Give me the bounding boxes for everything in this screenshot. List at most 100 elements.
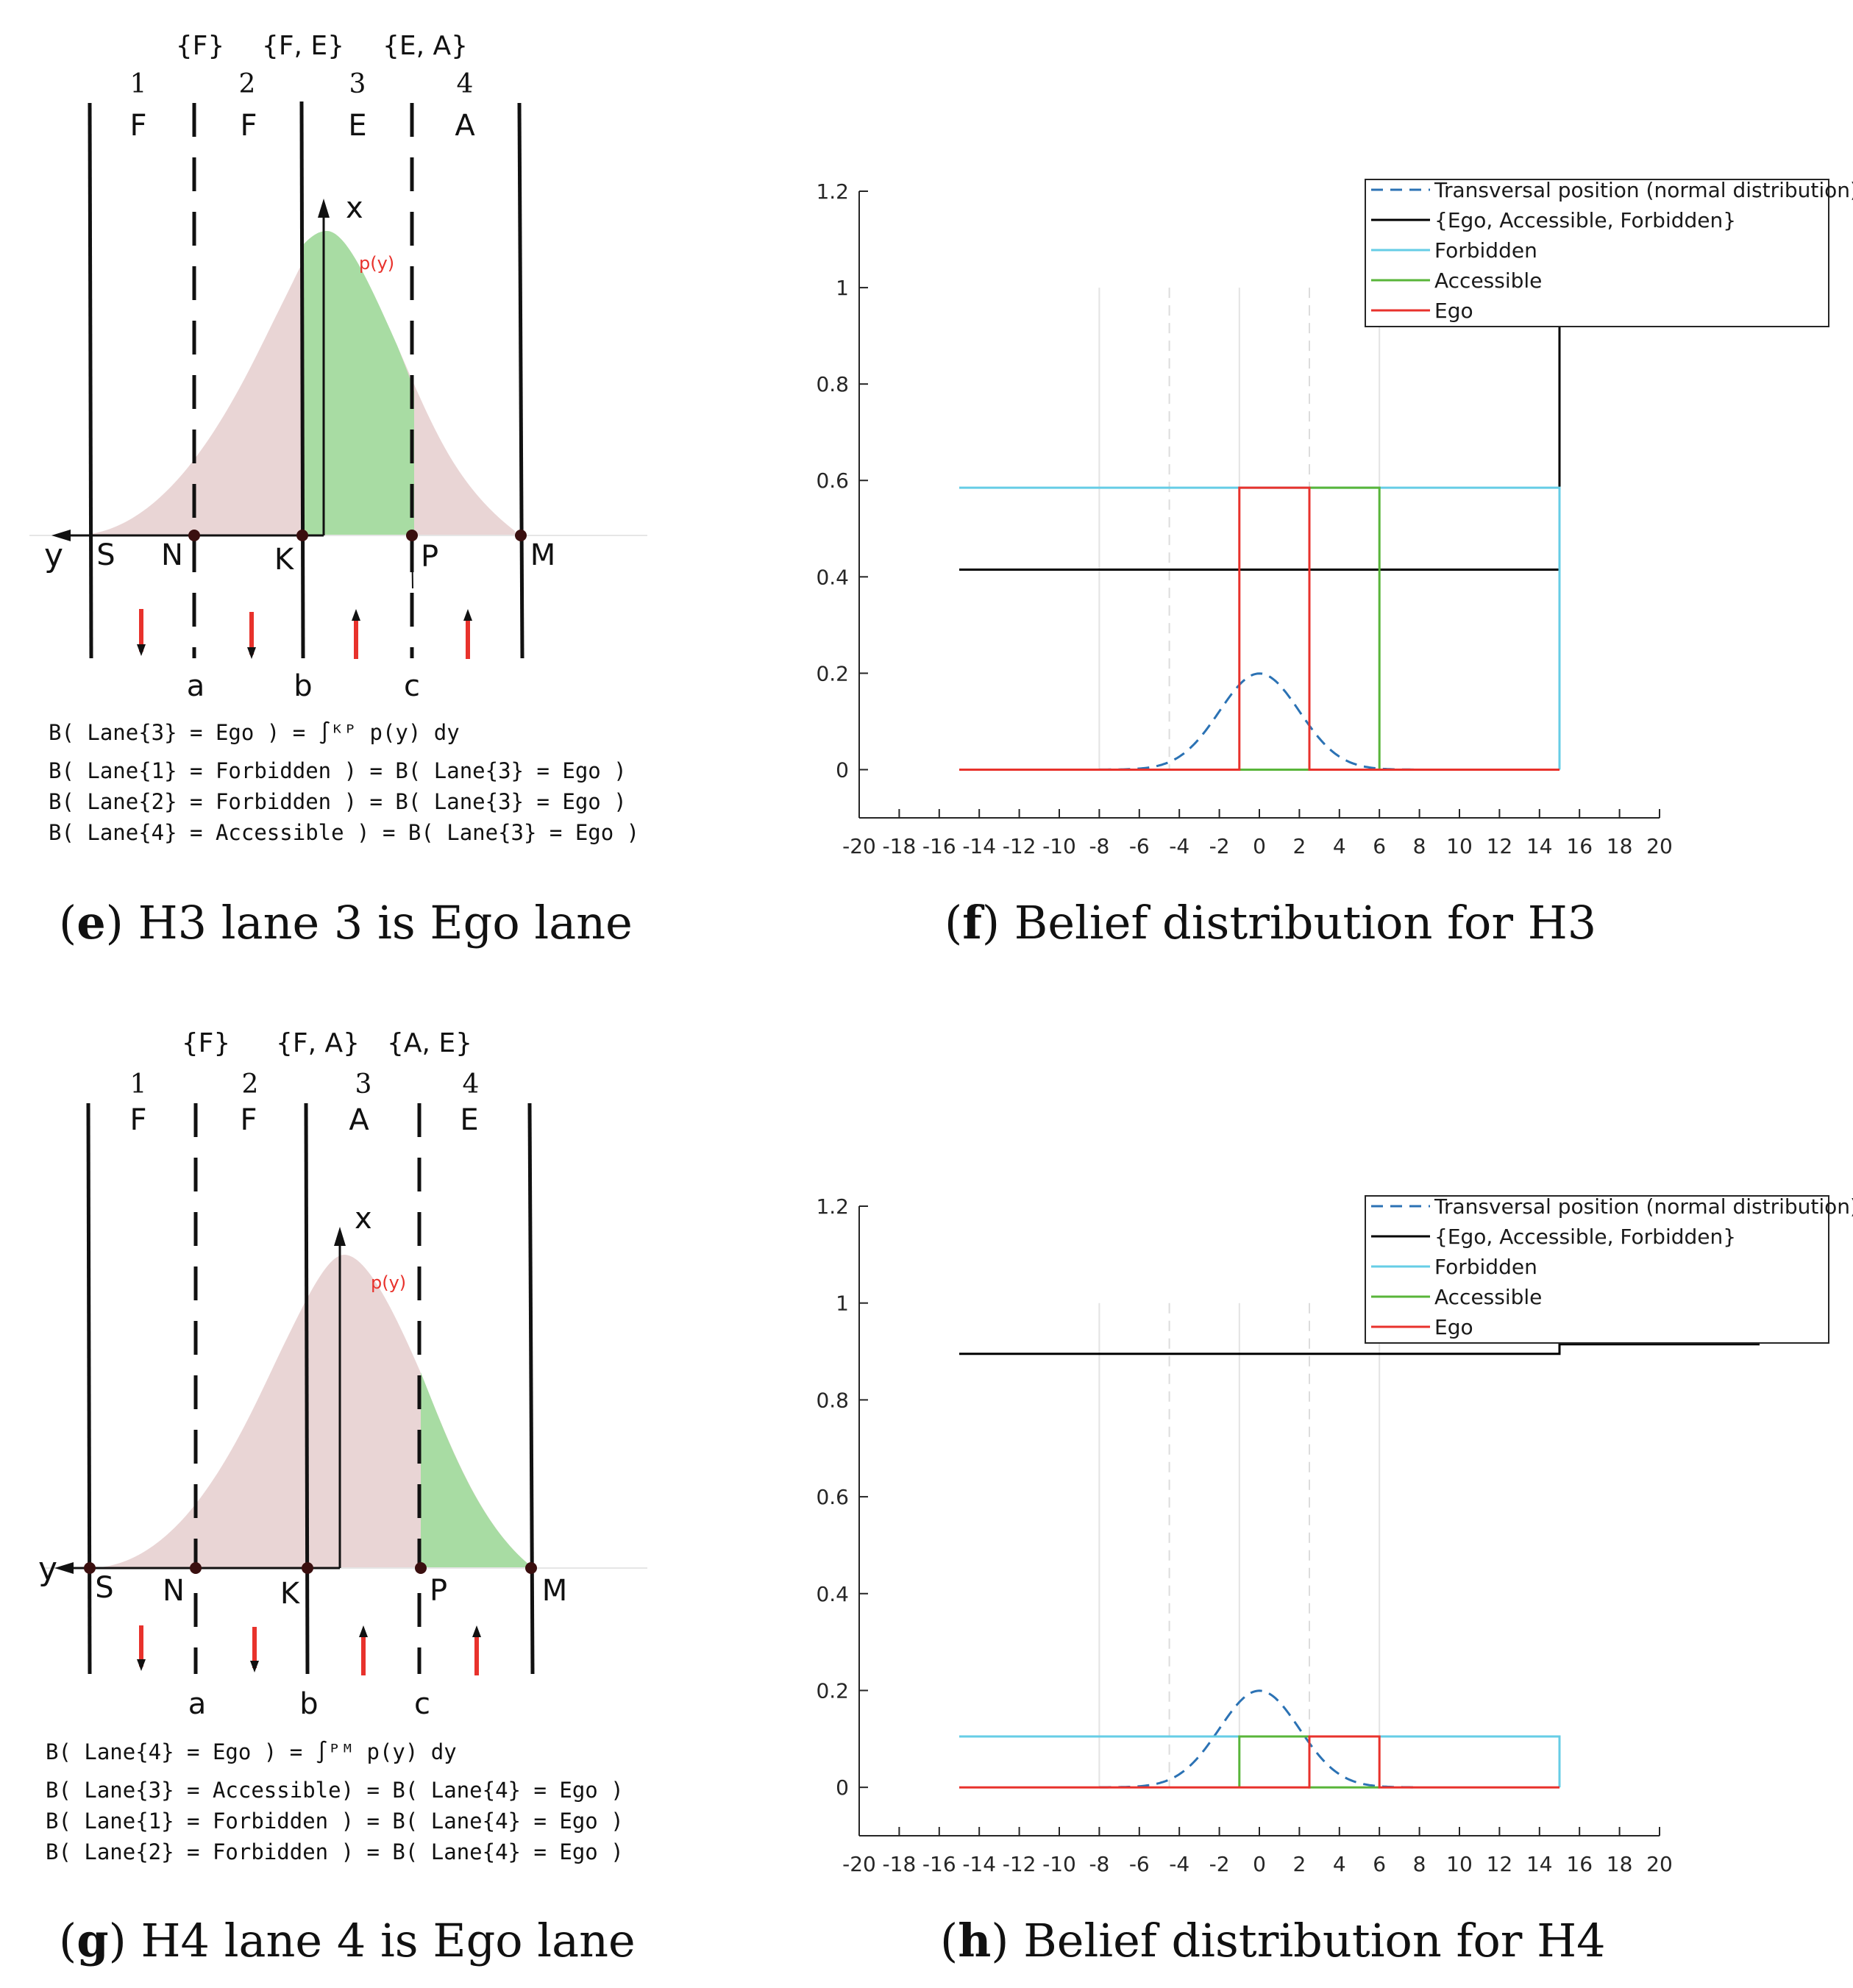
- boundary-label-a: a: [188, 1687, 207, 1721]
- road-edge-left: [88, 102, 93, 659]
- road-edge-right: [517, 102, 524, 659]
- y-tick-label: 0.4: [816, 1582, 849, 1606]
- x-axis-arrowhead: [318, 199, 330, 218]
- x-tick-label: -2: [1209, 834, 1230, 858]
- formula-1: B( Lane{4} = Ego ) = ∫ᴾᴹ p(y) dy: [46, 1739, 457, 1764]
- series-normal-distribution: [1099, 1689, 1420, 1789]
- point-label-s: S: [95, 1571, 113, 1605]
- point-label-m: M: [542, 1574, 568, 1608]
- x-tick-label: -2: [1209, 1852, 1230, 1876]
- direction-arrow-lane-4-up: [472, 1625, 481, 1675]
- y-tick-label: 0: [836, 758, 849, 782]
- caption-e-text: H3 lane 3 is Ego lane: [138, 896, 633, 950]
- x-tick-label: 12: [1487, 834, 1513, 858]
- formula-4: B( Lane{2} = Forbidden ) = B( Lane{4} = …: [46, 1839, 624, 1864]
- x-tick-label: 14: [1526, 834, 1553, 858]
- x-tick-label: 16: [1566, 1852, 1593, 1876]
- chart-legend: Transversal position (normal distributio…: [1365, 178, 1853, 327]
- legend-box: [1365, 1195, 1829, 1344]
- x-tick-label: 20: [1646, 834, 1673, 858]
- legend-entry: Ego: [1434, 1315, 1473, 1339]
- boundary-label-a: a: [187, 669, 205, 703]
- x-tick-label: -6: [1129, 834, 1150, 858]
- density-curve-fill: [74, 231, 515, 535]
- series-accessible-step: [1309, 486, 1381, 770]
- point-k: [302, 1562, 313, 1574]
- formula-3: B( Lane{2} = Forbidden ) = B( Lane{3} = …: [49, 789, 627, 814]
- panel-e-lane-diagram: {F} {F, E} {E, A} 1 2 3 4 F F E A x y p(…: [29, 31, 647, 950]
- panel-g-lane-diagram: {F} {F, A} {A, E} 1 2 3 4 F F A E x y p(…: [38, 1028, 647, 1967]
- point-label-m: M: [530, 538, 556, 572]
- point-label-s: S: [96, 538, 115, 572]
- point-label-p: P: [430, 1574, 447, 1608]
- y-tick-label: 0.4: [816, 565, 849, 589]
- direction-arrow-lane-4-up: [463, 609, 472, 659]
- x-tick-label: -18: [883, 834, 917, 858]
- formula-3: B( Lane{1} = Forbidden ) = B( Lane{4} = …: [46, 1809, 624, 1834]
- x-tick-label: -4: [1169, 834, 1189, 858]
- point-n: [188, 530, 200, 541]
- ego-lane-probability-area: [421, 1372, 530, 1568]
- y-axis-label: y: [44, 537, 63, 574]
- series-forbidden: [959, 1735, 1561, 1788]
- lane-divider-b: [299, 101, 305, 659]
- x-tick-label: -20: [842, 834, 876, 858]
- y-tick-label: 1: [836, 276, 849, 300]
- caption-h: (h) Belief distribution for H4: [940, 1914, 1606, 1967]
- x-tick-label: -18: [883, 1852, 917, 1876]
- x-tick-label: 6: [1373, 1852, 1386, 1876]
- x-tick-label: 10: [1446, 1852, 1473, 1876]
- x-tick-label: 18: [1607, 1852, 1633, 1876]
- x-tick-label: 2: [1292, 1852, 1306, 1876]
- x-tick-label: 6: [1373, 834, 1386, 858]
- x-tick-label: 14: [1526, 1852, 1553, 1876]
- y-tick-label: 0.2: [816, 1678, 849, 1703]
- x-tick-label: 18: [1607, 834, 1633, 858]
- chart-legend: Transversal position (normal distributio…: [1365, 1194, 1853, 1344]
- series--ego-accessible-forbidden-: [959, 1343, 1760, 1355]
- series-ego: [959, 1735, 1559, 1789]
- road-edge-left: [86, 1102, 92, 1675]
- lane-label-4: A: [455, 109, 475, 143]
- set-label-2: {F, E}: [262, 31, 344, 61]
- caption-e-letter: e: [77, 896, 105, 950]
- boundary-label-c: c: [404, 669, 420, 703]
- point-p: [415, 1562, 427, 1574]
- caption-e: (e) H3 lane 3 is Ego lane: [59, 896, 633, 950]
- x-tick-label: -12: [1003, 1852, 1036, 1876]
- lane-divider-b: [304, 1102, 310, 1675]
- x-tick-label: -20: [842, 1852, 876, 1876]
- x-tick-label: 0: [1253, 1852, 1266, 1876]
- direction-arrow-lane-1-down: [137, 1625, 146, 1671]
- lane-label-3: E: [348, 109, 366, 143]
- point-k: [296, 530, 308, 541]
- x-tick-label: -14: [962, 834, 996, 858]
- series-forbidden: [959, 486, 1561, 770]
- x-tick-label: 20: [1646, 1852, 1673, 1876]
- lane-number-2: 2: [242, 1069, 259, 1100]
- direction-arrow-lane-1-down: [137, 609, 146, 656]
- lane-number-1: 1: [130, 69, 147, 99]
- y-tick-label: 0.8: [816, 372, 849, 396]
- formula-4: B( Lane{4} = Accessible ) = B( Lane{3} =…: [49, 820, 639, 845]
- point-label-k: K: [274, 543, 295, 577]
- lane-label-4: E: [460, 1103, 478, 1137]
- set-label-3: {E, A}: [383, 31, 468, 61]
- caption-g: (g) H4 lane 4 is Ego lane: [59, 1914, 636, 1967]
- x-axis-label: x: [355, 1202, 372, 1236]
- density-label: p(y): [359, 253, 394, 274]
- lane-label-2: F: [240, 109, 257, 143]
- x-tick-label: -14: [962, 1852, 996, 1876]
- series-normal-distribution: [1099, 672, 1420, 771]
- density-label: p(y): [371, 1272, 406, 1293]
- direction-arrow-lane-3-up: [352, 609, 360, 659]
- legend-entry: Transversal position (normal distributio…: [1434, 1194, 1853, 1219]
- x-tick-label: -6: [1129, 1852, 1150, 1876]
- set-label-2: {F, A}: [276, 1028, 360, 1058]
- boundary-label-b: b: [299, 1687, 318, 1721]
- y-tick-label: 0: [836, 1775, 849, 1800]
- point-label-p: P: [421, 540, 438, 574]
- set-label-1: {F}: [182, 1028, 231, 1058]
- caption-f-text: Belief distribution for H3: [1014, 896, 1596, 950]
- x-tick-label: 2: [1292, 834, 1306, 858]
